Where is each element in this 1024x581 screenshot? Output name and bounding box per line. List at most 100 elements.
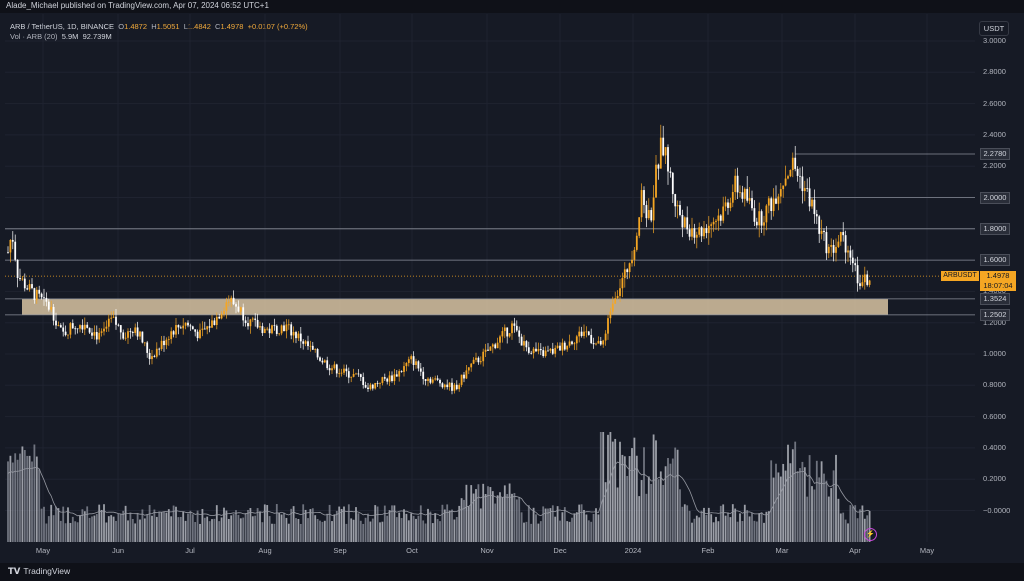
- volume-bar: [835, 454, 837, 542]
- volume-bar: [55, 506, 57, 542]
- candle-body: [491, 344, 494, 347]
- candle-body: [271, 325, 273, 334]
- candle-body: [143, 342, 146, 344]
- candle-body: [772, 198, 775, 212]
- candle-body: [583, 331, 585, 336]
- volume-bar: [806, 496, 809, 542]
- volume-bar: [187, 513, 189, 542]
- volume-bar: [609, 432, 612, 542]
- volume-bar: [775, 463, 777, 542]
- volume-bar: [602, 432, 605, 542]
- volume-bar: [98, 504, 101, 542]
- candle-body: [254, 318, 257, 320]
- volume-bar: [71, 516, 74, 542]
- volume-bar: [115, 520, 117, 542]
- volume-bar: [134, 523, 137, 542]
- candle-body: [782, 185, 785, 190]
- candle-body: [323, 360, 326, 363]
- price-tick-label: −0.0000: [983, 505, 1011, 515]
- volume-bar: [592, 514, 595, 542]
- volume-bar: [837, 498, 840, 542]
- candle-body: [50, 306, 53, 310]
- candle-body: [362, 377, 365, 385]
- candle-body: [734, 175, 737, 193]
- candle-body: [818, 216, 821, 234]
- candle-body: [23, 278, 26, 289]
- candle-body: [652, 197, 655, 221]
- candle-body: [731, 192, 734, 203]
- candle-body: [69, 323, 72, 335]
- candle-body: [698, 227, 701, 235]
- volume-bar: [595, 508, 597, 542]
- candle-body: [595, 343, 597, 345]
- volume-bar: [340, 508, 343, 542]
- candle-body: [563, 342, 566, 350]
- candle-body: [787, 176, 789, 179]
- volume-bar: [777, 472, 780, 542]
- price-tick-label: 0.6000: [983, 411, 1006, 421]
- volume-bar: [734, 508, 737, 542]
- candle-body: [33, 288, 36, 301]
- volume-bar: [554, 516, 557, 542]
- candle-body: [369, 384, 372, 389]
- footer-bar: [0, 563, 1024, 581]
- candle-body: [736, 175, 739, 193]
- candle-body: [321, 360, 324, 363]
- candle-body: [609, 311, 612, 319]
- volume-bar: [249, 508, 252, 542]
- price-tick-label: 0.4000: [983, 442, 1006, 452]
- volume-bar: [587, 520, 590, 542]
- candle-body: [237, 306, 240, 312]
- volume-value: 5.9M: [61, 32, 79, 41]
- candle-body: [777, 196, 780, 204]
- volume-bar: [309, 509, 312, 542]
- volume-bar: [398, 512, 401, 542]
- volume-bar: [91, 516, 93, 542]
- volume-label[interactable]: Vol · ARB (20): [10, 32, 58, 41]
- candle-body: [659, 137, 662, 169]
- candle-body: [811, 199, 813, 207]
- candle-body: [153, 356, 156, 357]
- candle-body: [861, 282, 864, 286]
- volume-bar: [93, 515, 96, 542]
- volume-bar: [79, 515, 81, 542]
- volume-bar: [683, 504, 686, 542]
- volume-bar: [758, 513, 761, 542]
- volume-bar: [755, 521, 758, 542]
- candle-body: [542, 350, 545, 357]
- volume-bar: [796, 471, 799, 542]
- volume-bar: [760, 512, 763, 542]
- volume-bar: [251, 516, 254, 542]
- candle-body: [189, 325, 192, 327]
- candle-body: [482, 351, 485, 362]
- candle-body: [45, 297, 48, 302]
- tradingview-logo[interactable]: TV TradingView: [8, 566, 70, 577]
- candle-body: [110, 317, 113, 319]
- volume-bar: [364, 517, 367, 542]
- volume-bar: [700, 510, 703, 542]
- symbol-name[interactable]: ARB / TetherUS, 1D, BINANCE: [10, 22, 115, 31]
- volume-bar: [278, 512, 281, 542]
- candle-body: [335, 364, 338, 374]
- volume-bar: [537, 523, 540, 542]
- volume-bar: [26, 455, 29, 542]
- candle-body: [571, 341, 573, 344]
- candle-body: [328, 368, 331, 371]
- candle-body: [146, 342, 149, 353]
- currency-selector[interactable]: USDT: [979, 21, 1009, 36]
- volume-bar: [566, 521, 569, 542]
- lightning-icon[interactable]: ⚡: [864, 528, 877, 541]
- candle-body: [746, 188, 749, 201]
- volume-bar: [811, 486, 813, 542]
- volume-bar: [650, 483, 653, 542]
- volume-bar: [386, 515, 389, 542]
- candle-body: [551, 348, 554, 354]
- time-tick-label: Jul: [185, 546, 195, 555]
- volume-bar: [597, 514, 600, 542]
- volume-bar: [328, 504, 331, 542]
- candle-body: [256, 319, 259, 328]
- candle-body: [191, 326, 194, 330]
- candle-body: [136, 327, 139, 337]
- volume-bar: [489, 487, 492, 542]
